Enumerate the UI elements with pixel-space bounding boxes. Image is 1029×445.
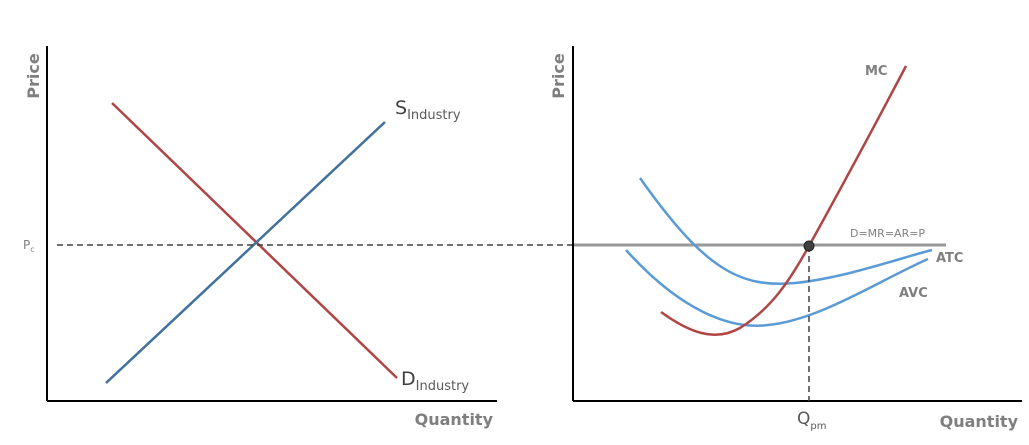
firm-panel: Price Quantity D=MR=AR=P MC ATC AVC Qpm <box>549 46 1022 432</box>
industry-demand-label-main: D <box>401 368 416 390</box>
industry-supply-label-sub: Industry <box>407 108 461 123</box>
firm-atc-curve <box>638 177 933 285</box>
industry-price-label-sub: c <box>30 245 34 254</box>
firm-quantity-label-main: Q <box>797 409 810 429</box>
industry-supply-label: SIndustry <box>395 97 461 123</box>
firm-price-line-label: D=MR=AR=P <box>850 227 925 240</box>
industry-demand-label: DIndustry <box>401 368 469 394</box>
industry-demand-curve <box>111 102 398 379</box>
firm-x-axis-title: Quantity <box>940 412 1019 431</box>
industry-y-axis-title: Price <box>24 53 43 99</box>
industry-price-label: Pc <box>23 238 35 254</box>
firm-mc-curve <box>660 65 908 336</box>
industry-panel: Price Quantity Pc SIndustry DIndustry <box>23 46 497 429</box>
firm-avc-curve <box>625 249 929 327</box>
firm-avc-label: AVC <box>899 286 928 301</box>
industry-price-label-main: P <box>23 238 30 252</box>
firm-quantity-label: Qpm <box>797 409 826 432</box>
firm-atc-label: ATC <box>936 251 963 266</box>
industry-supply-curve <box>105 121 386 384</box>
firm-quantity-label-sub: pm <box>810 421 826 432</box>
industry-supply-label-main: S <box>395 97 407 119</box>
firm-y-axis-title: Price <box>549 53 568 99</box>
profit-max-point <box>803 240 815 252</box>
industry-demand-label-sub: Industry <box>416 379 470 394</box>
firm-mc-label: MC <box>865 64 887 79</box>
industry-x-axis-title: Quantity <box>415 410 494 429</box>
